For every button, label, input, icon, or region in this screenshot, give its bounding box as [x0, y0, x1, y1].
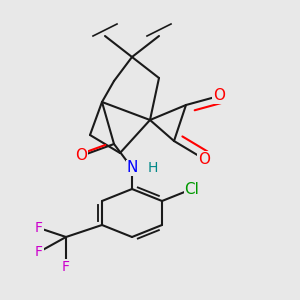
Text: F: F — [35, 221, 43, 235]
Text: O: O — [213, 88, 225, 104]
Text: O: O — [198, 152, 210, 166]
Text: F: F — [62, 260, 70, 274]
Text: H: H — [148, 161, 158, 175]
Text: O: O — [75, 148, 87, 164]
Text: N: N — [126, 160, 138, 175]
Text: F: F — [35, 245, 43, 259]
Text: Cl: Cl — [184, 182, 200, 196]
